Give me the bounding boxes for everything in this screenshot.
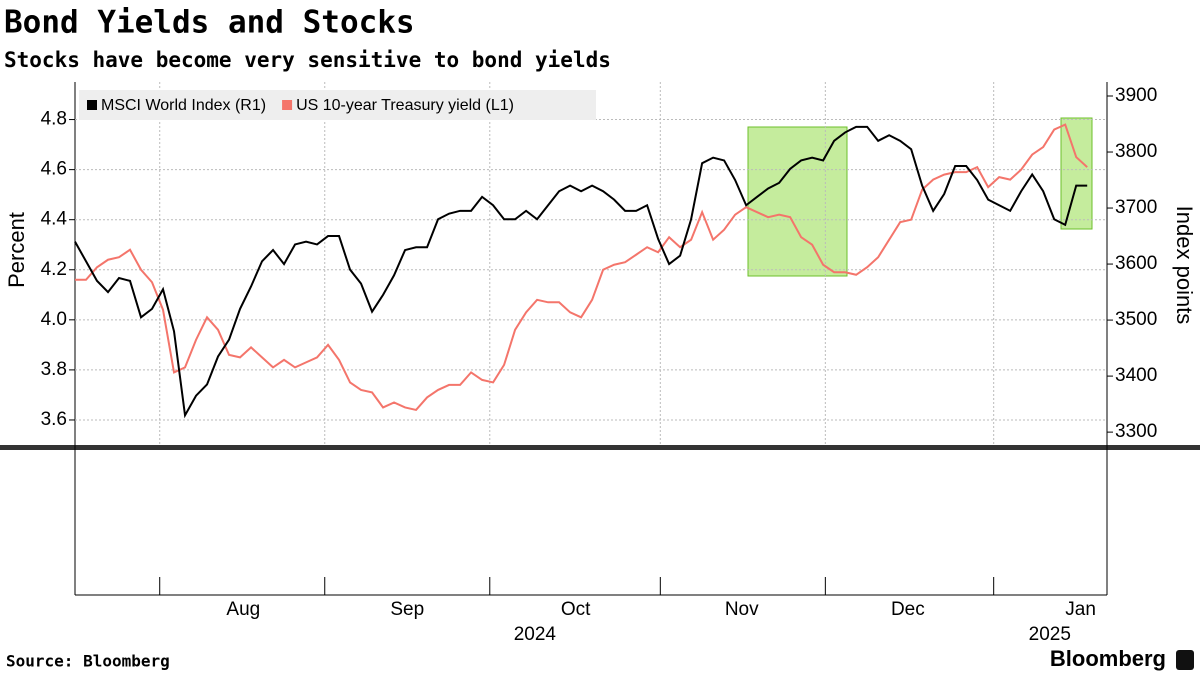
y2-tick-label: 3700 [1115, 197, 1157, 218]
y2-tick-label: 3400 [1115, 365, 1157, 386]
chart-subtitle: Stocks have become very sensitive to bon… [4, 48, 611, 72]
x-year-label: 2025 [1029, 624, 1071, 645]
panel-divider [0, 445, 1200, 450]
highlight-box [747, 126, 848, 277]
x-tick-label: Jan [1065, 599, 1096, 620]
y-tick-label: 3.6 [41, 409, 67, 430]
series-line [75, 123, 1088, 412]
y-tick-label: 4.2 [41, 259, 67, 280]
y-tick-label: 4.6 [41, 159, 67, 180]
highlight-box [1060, 117, 1093, 230]
legend-label: MSCI World Index (R1) [101, 97, 266, 114]
y-tick-label: 3.8 [41, 359, 67, 380]
y2-tick-label: 3300 [1115, 421, 1157, 442]
y2-tick-label: 3600 [1115, 253, 1157, 274]
y-tick-label: 4.0 [41, 309, 67, 330]
brand: Bloomberg [1050, 646, 1166, 671]
legend-swatch [87, 100, 97, 110]
legend-label: US 10-year Treasury yield (L1) [296, 97, 514, 114]
y2-tick-label: 3500 [1115, 309, 1157, 330]
y-tick-label: 4.4 [41, 209, 68, 230]
x-tick-label: Nov [725, 599, 759, 620]
x-tick-label: Aug [226, 599, 260, 620]
y2-tick-label: 3900 [1115, 85, 1157, 106]
x-tick-label: Dec [891, 599, 925, 620]
y2-axis-label: Index points [1172, 206, 1197, 325]
x-year-label: 2024 [514, 624, 557, 645]
y2-tick-label: 3800 [1115, 141, 1157, 162]
x-tick-label: Sep [390, 599, 424, 620]
chart-title: Bond Yields and Stocks [4, 5, 415, 41]
source: Source: Bloomberg [6, 652, 170, 671]
y-tick-label: 4.8 [41, 109, 67, 130]
y-axis-label: Percent [4, 212, 29, 288]
legend-box [79, 90, 596, 120]
x-tick-label: Oct [561, 599, 591, 620]
legend-swatch [282, 100, 293, 110]
series-line [74, 125, 1088, 419]
brand-icon [1176, 650, 1194, 670]
